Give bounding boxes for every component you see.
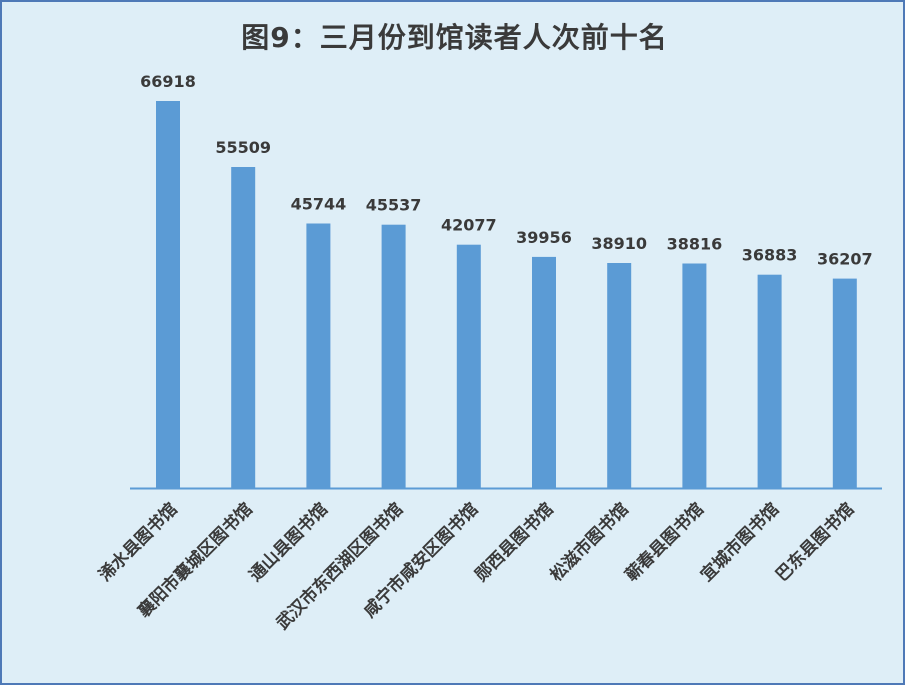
bar-8 [682,263,707,488]
category-label-6: 郧西县图书馆 [471,499,558,586]
bar-7 [607,263,632,488]
data-label-9: 36883 [742,246,798,265]
bar-3 [306,223,331,488]
category-label-4: 武汉市东西湖区图书馆 [272,499,407,634]
data-label-3: 45744 [291,195,347,214]
data-label-5: 42077 [441,216,497,235]
bar-10 [832,278,857,488]
bar-9 [757,274,782,488]
category-label-10: 巴东县图书馆 [771,499,858,586]
data-label-7: 38910 [591,234,647,253]
category-label-7: 松滋市图书馆 [546,499,633,586]
data-label-10: 36207 [817,250,873,269]
data-label-2: 55509 [215,138,271,157]
bar-2 [231,167,256,488]
chart-title: 图9：三月份到馆读者人次前十名 [241,21,668,54]
bar-1 [156,101,180,488]
bar-6 [532,256,556,488]
data-label-8: 38816 [667,235,723,254]
data-label-1: 66918 [140,72,196,91]
category-label-8: 蕲春县图书馆 [621,499,708,586]
bar-5 [456,244,481,488]
bar-4 [381,224,406,488]
category-label-9: 宜城市图书馆 [696,499,783,586]
data-label-6: 39956 [516,228,572,247]
data-label-4: 45537 [366,196,422,215]
